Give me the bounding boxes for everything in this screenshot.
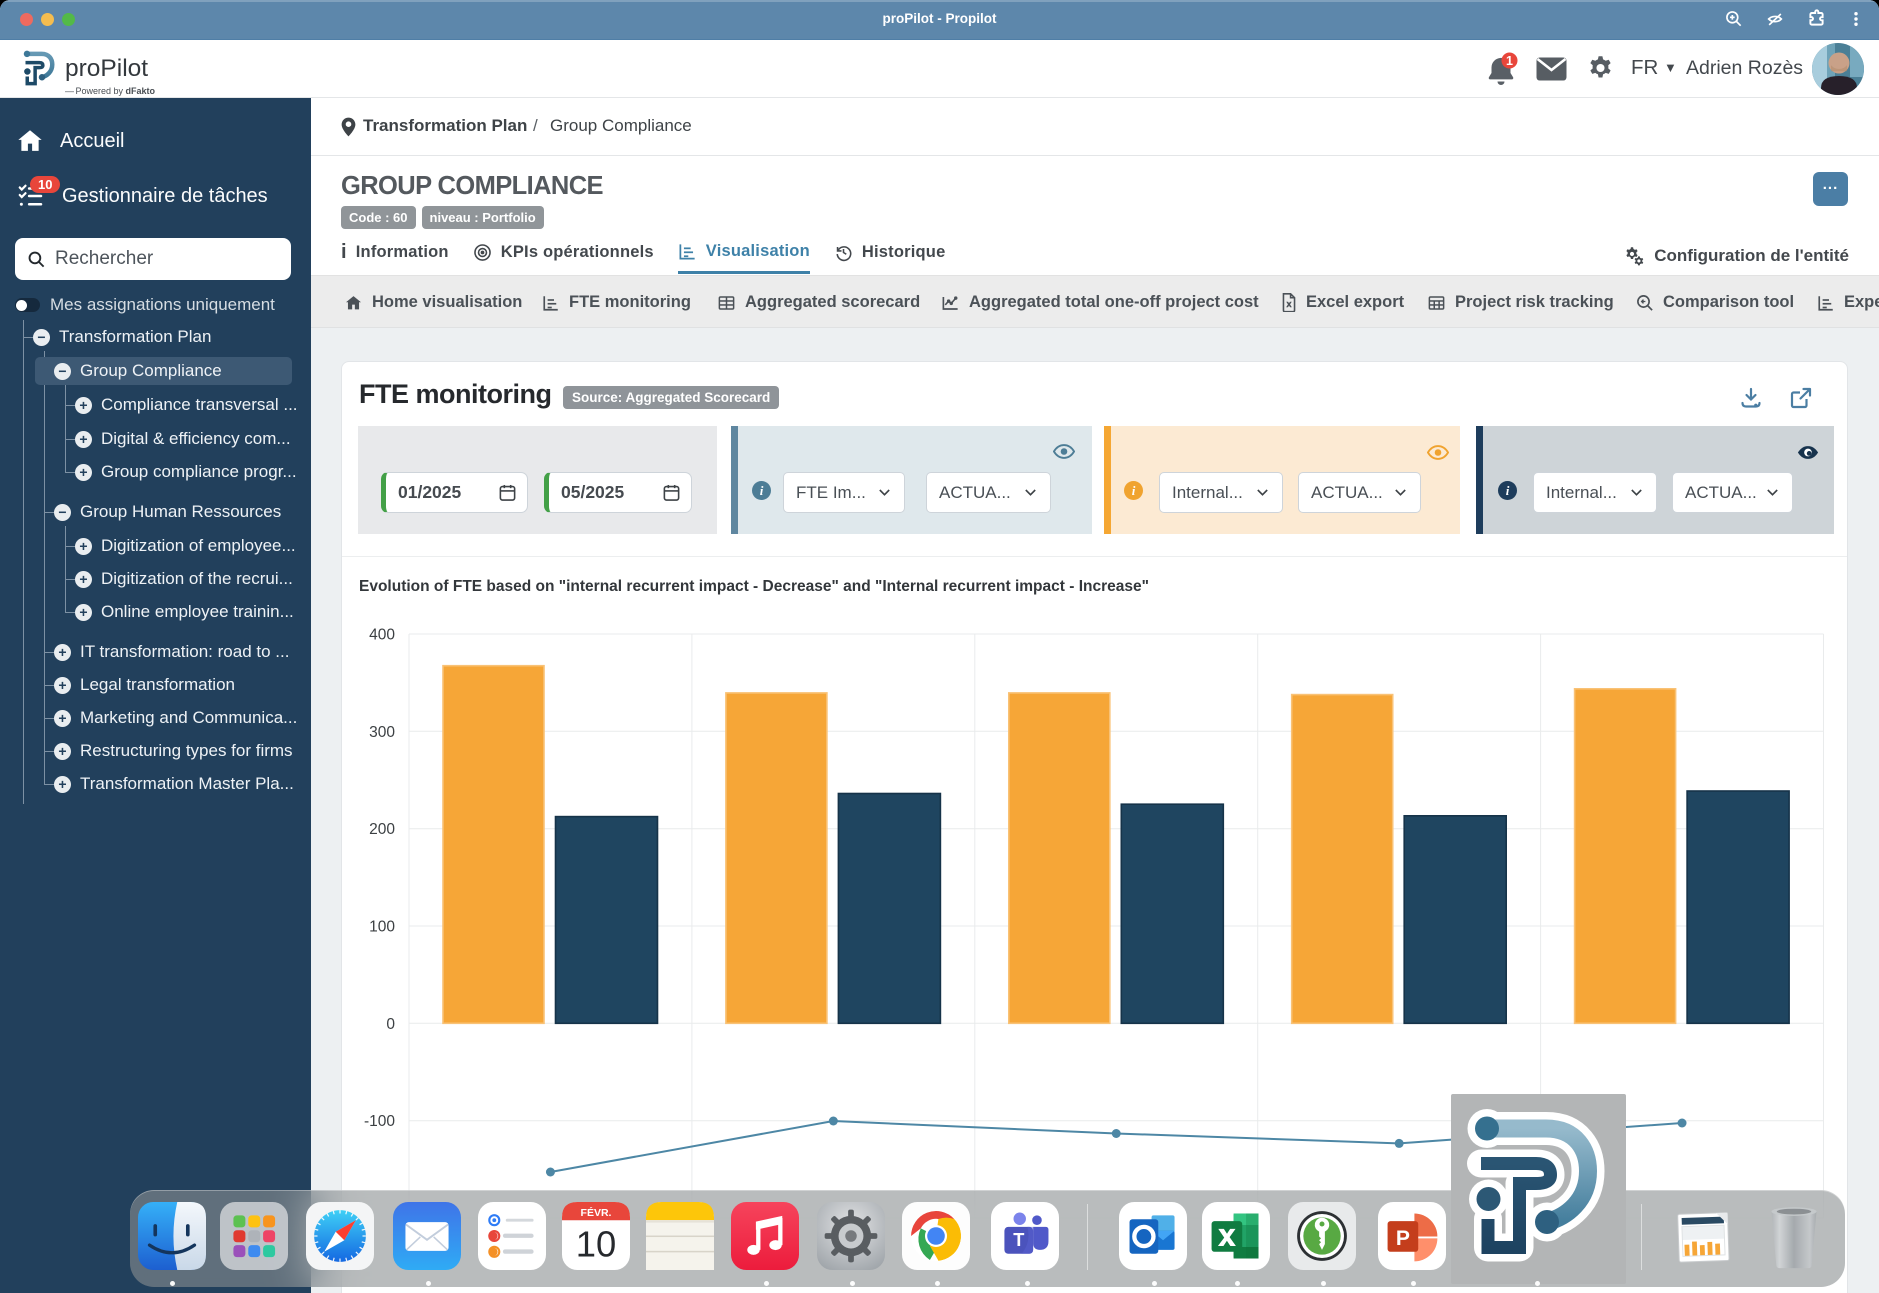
svg-text:T: T	[1013, 1230, 1024, 1250]
svg-text:-100: -100	[364, 1113, 395, 1130]
svg-text:300: 300	[369, 724, 395, 741]
svg-text:1: 1	[1506, 54, 1513, 68]
svg-text:10: 10	[576, 1224, 616, 1265]
svg-text:0: 0	[386, 1016, 395, 1033]
svg-text:100: 100	[369, 919, 395, 936]
svg-text:P: P	[1396, 1227, 1410, 1250]
svg-text:200: 200	[369, 821, 395, 838]
svg-text:FÉVR.: FÉVR.	[581, 1206, 612, 1219]
svg-text:400: 400	[369, 627, 395, 644]
